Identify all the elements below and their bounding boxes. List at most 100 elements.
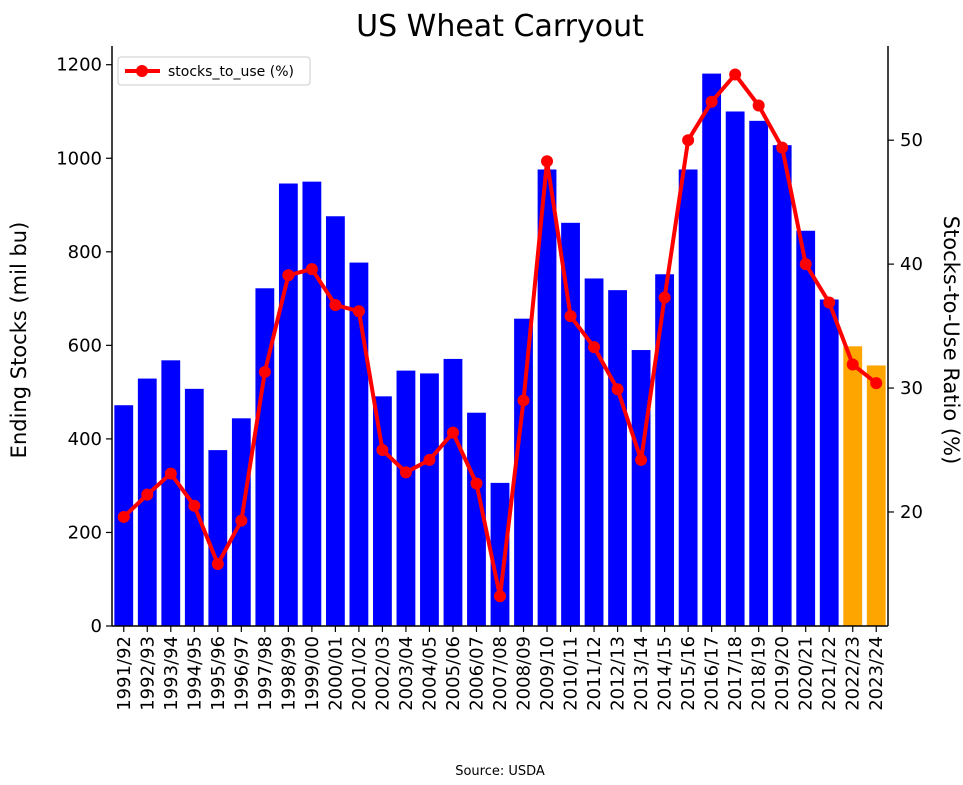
bar-2013-14 [631,350,651,626]
x-tick-label: 2022/23 [843,636,864,711]
bar-2006-07 [467,412,486,626]
x-tick-label: 1997/98 [255,636,276,711]
x-tick-label: 2003/04 [396,636,417,711]
line-point-1992-93 [141,488,154,501]
x-tick-label: 2017/18 [725,636,746,711]
bar-1998-99 [278,183,298,627]
x-tick-label: 2012/13 [608,636,629,711]
bar-2009-10 [537,169,557,626]
x-tick-label: 2021/22 [819,636,840,711]
line-point-2007-08 [494,590,506,603]
y-tick-label-right: 20 [900,502,923,523]
line-point-2013-14 [635,453,648,466]
x-tick-label: 2001/02 [349,636,370,711]
legend: stocks_to_use (%) [117,56,311,86]
bar-1992-93 [137,378,157,626]
x-tick-label: 1992/93 [137,636,158,711]
bar-2022-23 [843,346,863,626]
x-tick-label: 2018/19 [749,636,770,711]
bar-2011-12 [584,278,604,626]
line-point-2011-12 [588,341,601,354]
line-point-2009-10 [541,155,554,168]
x-tick-label: 2015/16 [678,636,699,711]
bar-2003-04 [396,370,416,626]
x-tick-label: 2019/20 [772,636,793,711]
y-tick-label-left: 200 [68,522,102,543]
bar-1993-94 [161,360,181,626]
line-point-2019-20 [776,141,789,154]
bar-2000-01 [325,216,345,627]
bar-1999-00 [302,181,322,627]
line-point-2023-24 [870,377,883,390]
bar-2020-21 [796,230,816,627]
x-tick-label: 2010/11 [561,636,582,711]
bar-2015-16 [678,169,698,626]
y-tick-label-left: 1200 [56,55,102,76]
x-tick-label: 1993/94 [161,636,182,711]
line-point-2016-17 [705,95,718,108]
bar-2023-24 [866,365,886,626]
bar-2016-17 [702,73,722,626]
legend-marker [136,65,148,77]
line-point-2004-05 [423,453,436,466]
line-point-2015-16 [682,134,695,147]
x-tick-label: 2006/07 [466,636,487,711]
y-tick-label-right: 40 [900,254,923,275]
bar-2005-06 [443,358,463,626]
line-point-2014-15 [658,291,671,304]
line-point-2021-22 [823,296,836,309]
line-point-2020-21 [799,258,812,271]
bar-2004-05 [420,373,439,626]
x-tick-label: 2005/06 [443,636,464,711]
line-point-1994-95 [188,499,201,512]
line-point-1998-99 [282,269,295,282]
x-tick-label: 2016/17 [702,636,723,711]
x-tick-label: 1999/00 [302,636,323,711]
bar-2019-20 [772,145,792,626]
source-note: Source: USDA [455,764,545,779]
y-tick-label-left: 600 [68,335,102,356]
bar-2002-03 [373,396,392,626]
line-point-1993-94 [164,467,177,480]
line-point-2022-23 [846,358,859,371]
line-point-2000-01 [329,299,342,312]
x-tick-label: 2009/10 [537,636,558,711]
y-tick-label-left: 400 [68,429,102,450]
bar-2008-09 [514,318,533,626]
line-point-1999-00 [305,263,318,276]
bar-2018-19 [749,120,769,626]
line-point-2017-18 [729,68,742,81]
y-tick-label-right: 50 [900,130,923,151]
line-point-2008-09 [517,394,530,407]
x-tick-label: 1994/95 [184,636,205,711]
line-point-2001-02 [352,305,365,318]
line-point-1995-96 [211,558,224,571]
bar-1995-96 [208,450,228,626]
line-point-2010-11 [564,310,577,323]
x-tick-label: 2013/14 [631,636,652,711]
x-tick-label: 2002/03 [372,636,393,711]
bar-2014-15 [655,274,675,626]
stocks-to-use-line [117,68,883,603]
bar-2021-22 [819,299,839,626]
x-tick-label: 1998/99 [278,636,299,711]
x-tick-label: 2008/09 [514,636,535,711]
x-tick-label: 2020/21 [796,636,817,711]
line-point-1997-98 [258,365,271,378]
bar-2007-08 [490,482,510,626]
bar-2001-02 [349,262,369,626]
x-tick-label: 1995/96 [208,636,229,711]
x-tick-label: 1996/97 [231,636,252,711]
x-tick-label: 1991/92 [114,636,135,711]
y-tick-label-right: 30 [900,378,923,399]
y-tick-label-left: 0 [91,616,102,637]
line-point-1991-92 [117,510,130,523]
legend-label: stocks_to_use (%) [168,64,294,80]
line-point-2018-19 [752,99,765,112]
y-axis-label-left: Ending Stocks (mil bu) [7,222,31,459]
chart-title: US Wheat Carryout [356,9,644,44]
bar-2012-13 [608,290,627,626]
bar-2017-18 [725,111,745,626]
